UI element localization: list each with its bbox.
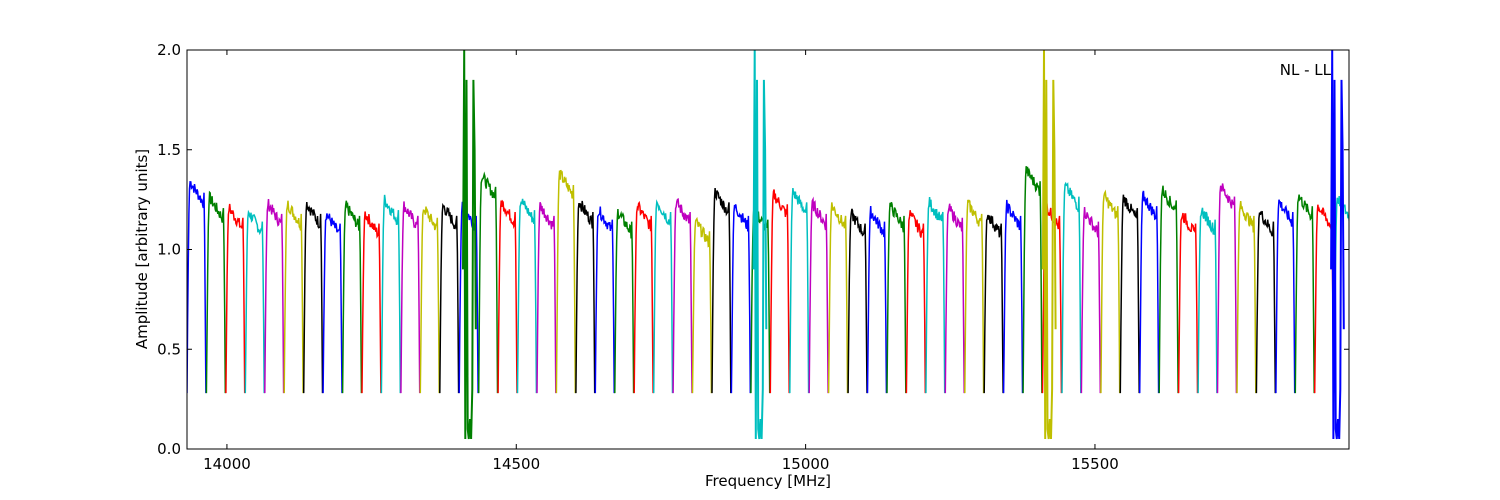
spectrum-segment (614, 209, 635, 394)
spectrum-segment (983, 214, 1004, 394)
spectrum-segment (1255, 210, 1277, 394)
x-tick-label: 14500 (492, 455, 540, 473)
y-axis-label: Amplitude [arbitrary units] (133, 149, 151, 349)
y-tick-label: 1.0 (157, 241, 181, 259)
spectrum-segment (672, 198, 693, 394)
series-group (187, 50, 1349, 440)
spike-feature (752, 50, 768, 440)
spectrum-segment (1002, 199, 1024, 394)
spectrum-segment (419, 206, 440, 394)
spectrum-segment (730, 204, 752, 394)
spectrum-segment (380, 194, 402, 394)
spectrum-segment (322, 213, 343, 394)
y-tick-label: 2.0 (157, 41, 181, 59)
spectrum-segment (925, 197, 946, 394)
spectrum-segment (594, 206, 615, 394)
spectrum-segment (827, 202, 849, 394)
x-tick-label: 14000 (203, 455, 251, 473)
spectrum-segment (497, 199, 518, 394)
spectrum-segment (1022, 166, 1043, 394)
spectrum-segment (477, 171, 499, 394)
spectrum-segment (244, 209, 265, 394)
spectrum-segment (905, 210, 927, 394)
spectrum-segment (1275, 199, 1296, 394)
spectrum-segment (341, 200, 363, 394)
spectrum-segment (691, 216, 713, 394)
spectrum-segment (847, 208, 868, 394)
x-tick-label: 15500 (1071, 455, 1119, 473)
spectrum-segment (1294, 194, 1315, 394)
spectrum-segment (789, 188, 810, 394)
spectrum-segment (866, 205, 888, 394)
spectrum-segment (711, 188, 732, 394)
spectrum-segment (264, 199, 285, 394)
x-axis-label: Frequency [MHz] (705, 472, 831, 490)
spectrum-segment (964, 199, 985, 394)
spectrum-segment (944, 203, 965, 394)
spectrum-segment (555, 169, 577, 394)
spectrum-segment (302, 202, 324, 394)
spectrum-segment (1158, 185, 1179, 394)
spike-feature (1041, 50, 1057, 440)
y-tick-label: 1.5 (157, 141, 181, 159)
spectrum-segment (400, 201, 421, 394)
spectrum-segment (1138, 190, 1160, 394)
spectrum-segment (516, 198, 538, 394)
y-tick-label: 0.0 (157, 440, 181, 458)
spectrum-segment (439, 202, 460, 394)
spectrum-segment (1216, 183, 1238, 394)
spectrum-segment (1197, 207, 1218, 394)
y-tick-label: 0.5 (157, 340, 181, 358)
spectrum-segment (808, 196, 829, 394)
spectrum-segment (361, 211, 382, 394)
spectrum-segment (769, 189, 790, 394)
ticks-group: 14000 14500 15000 15500 0.0 0.5 1.0 1.5 2.0 (157, 41, 1349, 473)
spectrum-segment (652, 199, 674, 394)
spectrum-segment (536, 202, 557, 394)
spectrum-segment (633, 200, 654, 394)
spectrum-segment (1061, 181, 1082, 394)
spectrum-segment (225, 203, 246, 394)
spectrum-segment (575, 200, 596, 394)
x-tick-label: 15000 (782, 455, 830, 473)
spectrum-segment (283, 200, 304, 394)
spectrum-segment (886, 201, 907, 394)
spectrum-segment (187, 180, 207, 394)
spectrum-segment (1100, 189, 1121, 394)
annotation-label: NL - LL (1280, 61, 1332, 79)
spectrum-segment (1080, 206, 1102, 394)
spectrum-segment (1177, 212, 1199, 394)
spike-feature (462, 50, 477, 440)
spectrum-segment (205, 190, 227, 394)
spectrum-segment (1236, 201, 1257, 394)
spike-feature (1330, 50, 1345, 440)
spectrum-segment (1119, 194, 1140, 394)
